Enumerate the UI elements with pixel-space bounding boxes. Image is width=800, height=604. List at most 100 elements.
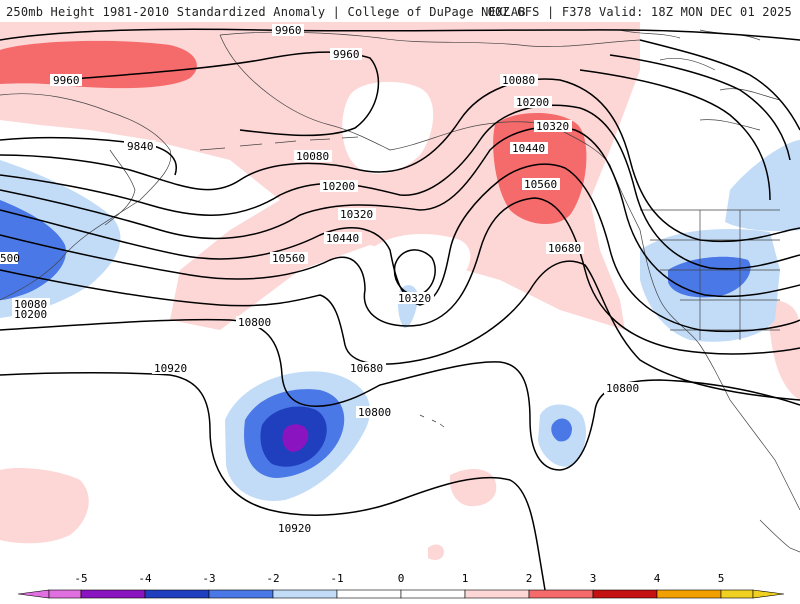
contour-label: 10320 [338,208,376,221]
colorbar-legend: -5 -4 -3 -2 -1 0 1 2 3 4 5 [0,570,800,600]
contour-label: 10080 [294,150,332,163]
contour-label: 10560 [522,178,560,191]
contour-label: 10680 [546,242,584,255]
contour-label-text: 9960 [333,48,360,61]
pos1-region-south-small [428,544,444,560]
contour-label: 9960 [50,74,82,87]
colorbar-bin-neg45 [48,589,82,599]
contour-label: 10200 [12,308,50,321]
contour-label: 10080 [12,298,50,311]
contour-label-text: 10800 [606,382,639,395]
pos1-region-southwest [0,468,89,544]
contour-label-text: 10800 [238,316,271,329]
contour-label-text: 10440 [326,232,359,245]
contour-label-text: 10320 [398,292,431,305]
contour-label: 10800 [356,406,394,419]
contour-label-text: 10920 [278,522,311,535]
colorbar-bin [336,589,402,599]
contour-label: 9960 [330,48,362,61]
contour-label: 500 [0,252,20,265]
contour-label-text: 10800 [358,406,391,419]
colorbar-tick-label: 3 [590,572,597,585]
contour-label-text: 10440 [512,142,545,155]
us-west-coast [699,344,800,511]
contour-label: 10920 [152,362,190,375]
pos2-region-alaska [493,112,587,225]
contour-label-text: 10680 [548,242,581,255]
model-run-info: 00Z GFS | F378 Valid: 18Z MON DEC 01 202… [487,5,792,19]
colorbar-tick-label: -5 [74,572,87,585]
contour-label-text: 10200 [322,180,355,193]
colorbar-bin [80,589,146,599]
pos1-region-south-center [449,468,497,507]
coastlines [0,29,800,553]
contour-10800 [0,318,800,471]
colorbar-tick-label: -3 [202,572,215,585]
contour-label: 10200 [514,96,552,109]
colorbar-bin [144,589,210,599]
contour-east-loop-2 [609,54,791,161]
contour-label: 10440 [510,142,548,155]
negative-anomaly-shading [0,140,800,501]
contour-label-text: 10560 [524,178,557,191]
colorbar-tick-label: 4 [654,572,661,585]
contour-label: 9960 [272,24,304,37]
contour-label: 10200 [320,180,358,193]
contour-east-loop-3 [579,69,771,201]
colorbar-bin [400,589,466,599]
contour-label-text: 10320 [536,120,569,133]
contour-label-text: 10200 [516,96,549,109]
contour-10680 [0,260,800,401]
neg2-region-east [668,256,751,298]
contour-label-text: 10560 [272,252,305,265]
contour-label-text: 9960 [53,74,80,87]
contour-label-text: 10320 [340,208,373,221]
neg2-region-west [0,200,66,300]
contour-label: 10560 [270,252,308,265]
pos1-hole-alaska [342,81,434,174]
contour-9960-north [0,28,800,41]
alaska-gulf-coast [389,121,611,166]
colorbar-tick-label: 1 [462,572,469,585]
contour-label: 10320 [396,292,434,305]
colorbar-bin [464,589,530,599]
hudson-islands [659,57,781,131]
contour-label-group: 9960 9960 9960 9840 10080 10080 10080 1 [0,24,642,535]
aleutian-chain [199,136,359,151]
contour-label-text: 10080 [502,74,535,87]
contour-label-text: 500 [0,252,20,265]
contour-label: 10080 [500,74,538,87]
alaska-west-coast [219,34,391,151]
colorbar-bin [272,589,338,599]
neg1-region-east-top [725,140,800,232]
contour-10920 [0,372,546,590]
colorbar-bin [528,589,594,599]
mexico-coast [759,519,800,553]
kamchatka-coast [104,149,136,226]
contour-label-text: 10080 [296,150,329,163]
contour-10200 [0,104,800,270]
pos2-region-west [0,40,197,89]
contour-label: 10440 [324,232,362,245]
contour-label-text: 9840 [127,140,154,153]
contour-label-text: 9960 [275,24,302,37]
colorbar-bin-neg5 [17,589,50,599]
canada-west-coast [609,164,701,346]
contour-label-text: 10680 [350,362,383,375]
title-bar: 250mb Height 1981-2010 Standardized Anom… [0,0,800,22]
colorbar-bins [17,589,785,599]
colorbar-tick-label: 5 [718,572,725,585]
contour-label-text: 10080 [14,298,47,311]
canada-state-lines [640,209,780,340]
colorbar-bin [592,589,658,599]
contour-10080 [0,78,800,243]
contour-10560 [0,197,800,355]
contour-label: 10680 [348,362,386,375]
colorbar-bin [720,589,754,599]
hawaii-islands [419,414,445,428]
contour-label: 10320 [534,120,572,133]
map-panel: 9960 9960 9960 9840 10080 10080 10080 1 [0,22,800,590]
colorbar-svg: -5 -4 -3 -2 -1 0 1 2 3 4 5 [17,572,785,599]
contour-10440 [0,163,800,333]
colorbar-tick-label: -2 [266,572,279,585]
